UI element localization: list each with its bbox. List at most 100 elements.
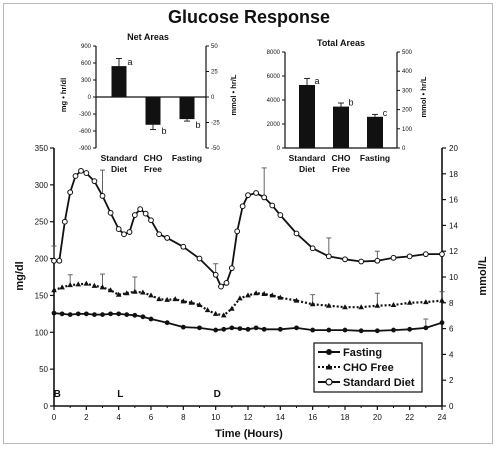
standard-diet-point [358,258,365,265]
cho-free-point [326,302,332,308]
cho-free-point [253,290,259,296]
x-tick-label: 24 [438,413,447,422]
total-significance-label: b [348,98,353,108]
total-y-right-tick-label: 200 [402,108,413,114]
standard-diet-line [54,169,442,288]
total-bar-2 [333,106,349,148]
fasting-point [92,312,97,317]
fasting-point [140,314,146,320]
total-category-standard-line1: Standard [289,153,326,163]
cho-free-point [59,284,65,290]
net-category-standard-line1: Standard [101,153,138,163]
fasting-point [391,327,396,333]
legend-cho-free-label: CHO Free [343,362,394,374]
net-y-left-tick-label: 600 [81,61,92,67]
cho-free-point [220,312,227,318]
standard-diet-point [148,217,154,224]
cho-free-point [342,304,348,310]
fasting-point [83,311,89,317]
fasting-point [213,327,219,333]
total-category-cho-free-line2: Free [332,164,350,174]
standard-diet-point [239,203,246,210]
net-y-left-tick-label: 900 [81,44,92,50]
standard-diet-point [121,231,127,238]
cho-free-point [180,298,187,304]
total-category-fasting-line1: Fasting [360,153,390,163]
total-areas-chart: Total Areas mmol • hr/L 8000600040002000… [267,38,428,174]
fasting-point [180,324,186,330]
cho-free-point [107,287,114,293]
cho-free-point [390,302,397,308]
standard-diet-point [107,209,114,216]
standard-diet-point [142,210,149,217]
net-areas-y-label-left: mg • hr/dl [59,78,68,112]
total-significance-label: c [383,108,388,118]
standard-diet-point [234,228,241,235]
fasting-point [108,311,113,317]
cho-free-point [229,305,235,311]
x-tick-label: 16 [308,413,317,422]
total-areas-title: Total Areas [317,38,365,48]
net-significance-label: b [161,126,166,136]
fasting-line [53,312,443,332]
standard-diet-point [56,257,63,264]
fasting-point [229,325,235,331]
fasting-point [245,326,251,332]
total-y-left-tick-label: 4000 [267,98,281,104]
legend-standard-diet-label: Standard Diet [343,377,415,389]
main-legend: Fasting CHO Free Standard Diet [313,342,423,393]
net-y-right-tick-label: 0 [211,95,215,101]
cho-free-point [374,302,381,308]
total-y-left-tick-label: 2000 [267,122,281,128]
y-right-tick-label: 0 [449,402,454,411]
standard-diet-point [78,167,84,174]
cho-free-point [439,297,445,303]
fasting-point [423,325,429,331]
fasting-point [374,328,380,334]
fasting-point [197,325,202,331]
standard-diet-point [99,193,106,199]
standard-diet-point [67,189,74,196]
net-y-right-tick-label: -50 [211,146,220,152]
net-category-fasting-line1: Fasting [172,153,202,163]
total-significance-label: a [314,76,319,86]
x-tick-label: 4 [116,413,121,422]
cho-free-point [164,296,170,302]
cho-free-point [423,299,429,305]
standard-diet-point [196,255,203,262]
y-left-tick-label: 0 [44,402,49,411]
fasting-point [358,328,364,334]
total-y-right-tick-label: 500 [402,50,413,56]
net-bar-2 [145,97,161,125]
standard-diet-point [245,192,251,199]
standard-diet-point [164,235,171,241]
standard-diet-point [72,173,79,179]
standard-diet-point [212,271,219,278]
standard-diet-point [218,283,224,290]
standard-diet-point [422,251,429,258]
standard-diet-point [137,206,144,213]
cho-free-point [156,296,162,302]
main-series [51,167,445,334]
cho-free-point [172,296,179,302]
main-tick-labels: 0 2 4 6 8 10 12 14 16 18 20 22 240501001502002503003… [35,144,459,422]
net-bar-1 [111,66,127,97]
net-y-left-tick-label: -600 [79,129,92,135]
y-right-tick-label: 4 [449,350,454,359]
fasting-point [326,327,332,333]
cho-free-point [123,290,130,296]
y-left-tick-label: 100 [35,328,49,337]
total-y-right-tick-label: 400 [402,69,413,75]
main-x-axis-label: Time (Hours) [215,428,283,440]
total-y-left-tick-label: 8000 [267,50,281,56]
total-category-standard-line2: Diet [299,164,315,174]
cho-free-line [53,282,443,317]
fasting-point [310,327,316,333]
net-bar-3 [179,97,195,120]
x-tick-label: 2 [84,413,89,422]
net-y-left-tick-label: 0 [88,95,92,101]
fasting-point [164,320,170,326]
y-right-tick-label: 8 [449,299,454,308]
x-tick-label: 20 [373,413,382,422]
